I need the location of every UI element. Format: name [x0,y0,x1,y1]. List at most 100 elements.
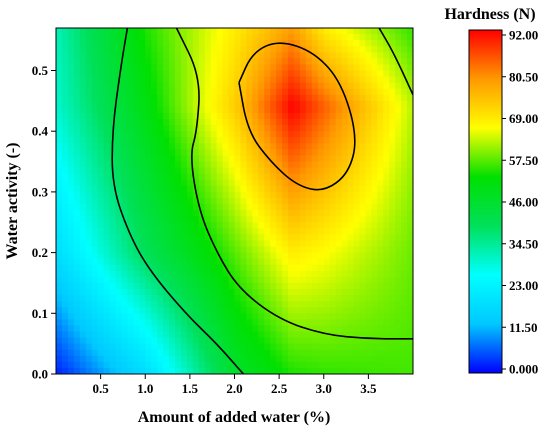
heatmap-cell [234,88,242,96]
heatmap-cell [97,88,105,96]
heatmap-cell [109,52,117,59]
heatmap-cell [192,246,200,254]
heatmap-cell [341,349,349,357]
heatmap-cell [115,179,123,187]
heatmap-cell [276,88,283,96]
heatmap-cell [192,301,200,308]
heatmap-cell [163,88,170,96]
heatmap-cell [407,367,413,374]
heatmap-cell [365,252,372,260]
heatmap-cell [347,131,355,138]
heatmap-cell [210,234,218,242]
heatmap-cell [401,179,408,187]
heatmap-cell [389,112,396,120]
heatmap-cell [79,246,87,254]
heatmap-cell [258,240,265,248]
heatmap-cell [175,313,182,320]
heatmap-cell [389,52,396,59]
heatmap-cell [139,106,146,114]
heatmap-cell [353,331,361,339]
heatmap-cell [317,210,325,217]
heatmap-cell [311,46,319,53]
heatmap-cell [353,125,361,132]
heatmap-cell [240,46,247,53]
heatmap-cell [56,167,63,175]
heatmap-cell [270,82,277,90]
heatmap-cell [395,331,402,339]
heatmap-cell [216,289,224,296]
heatmap-cell [163,112,170,120]
heatmap-cell [210,125,218,132]
heatmap-cell [371,28,378,35]
heatmap-cell [234,282,242,290]
heatmap-cell [133,76,140,84]
heatmap-cell [79,173,87,181]
heatmap-cell [127,185,134,193]
heatmap-cell [234,70,242,78]
heatmap-cell [115,125,123,132]
heatmap-cell [169,319,176,327]
heatmap-cell [103,70,111,78]
heatmap-cell [335,88,343,96]
heatmap-cell [365,70,372,78]
heatmap-cell [169,191,176,199]
heatmap-cell [103,337,111,345]
heatmap-cell [97,137,105,144]
heatmap-cell [234,46,242,53]
heatmap-cell [192,295,200,302]
heatmap-cell [210,82,218,90]
heatmap-cell [389,240,396,248]
heatmap-cell [222,64,230,72]
heatmap-cell [180,295,188,302]
heatmap-cell [270,112,277,120]
heatmap-cell [139,325,146,333]
heatmap-cell [67,252,75,260]
heatmap-cell [169,125,176,132]
heatmap-cell [246,361,253,369]
heatmap-cell [365,301,372,308]
heatmap-cell [252,276,259,284]
heatmap-cell [323,258,331,266]
heatmap-cell [341,337,349,345]
heatmap-cell [127,100,134,108]
heatmap-cell [335,216,343,223]
heatmap-cell [109,197,117,205]
heatmap-cell [258,264,265,272]
heatmap-cell [335,82,343,90]
heatmap-cell [258,252,265,260]
heatmap-cell [198,216,206,223]
heatmap-cell [234,167,242,175]
heatmap-cell [175,34,182,41]
heatmap-cell [79,210,87,217]
heatmap-cell [288,76,295,84]
heatmap-cell [311,234,319,242]
heatmap-cell [192,52,200,59]
heatmap-cell [347,343,355,351]
heatmap-cell [389,46,396,53]
heatmap-cell [299,337,307,345]
heatmap-cell [210,46,218,53]
heatmap-cell [329,191,337,199]
heatmap-cell [180,252,188,260]
heatmap-cell [264,301,271,308]
heatmap-cell [103,191,111,199]
heatmap-cell [192,119,200,126]
heatmap-cell [288,173,295,181]
heatmap-cell [359,143,366,150]
heatmap-cell [317,143,325,150]
heatmap-cell [133,295,140,302]
heatmap-cell [85,76,93,84]
heatmap-cell [228,161,236,169]
heatmap-cell [56,149,63,157]
heatmap-cell [252,270,259,278]
heatmap-cell [240,76,247,84]
heatmap-cell [127,313,134,320]
heatmap-cell [317,204,325,211]
heatmap-cell [347,222,355,229]
plot-area: 0.5 1.0 1.5 2.0 2.5 3.0 3.5 0.00.10.20.30.40.5 [32,27,414,396]
heatmap-cell [127,155,134,163]
heatmap-cell [186,337,194,345]
heatmap-cell [79,76,87,84]
heatmap-cell [103,131,111,138]
heatmap-cell [383,137,390,144]
